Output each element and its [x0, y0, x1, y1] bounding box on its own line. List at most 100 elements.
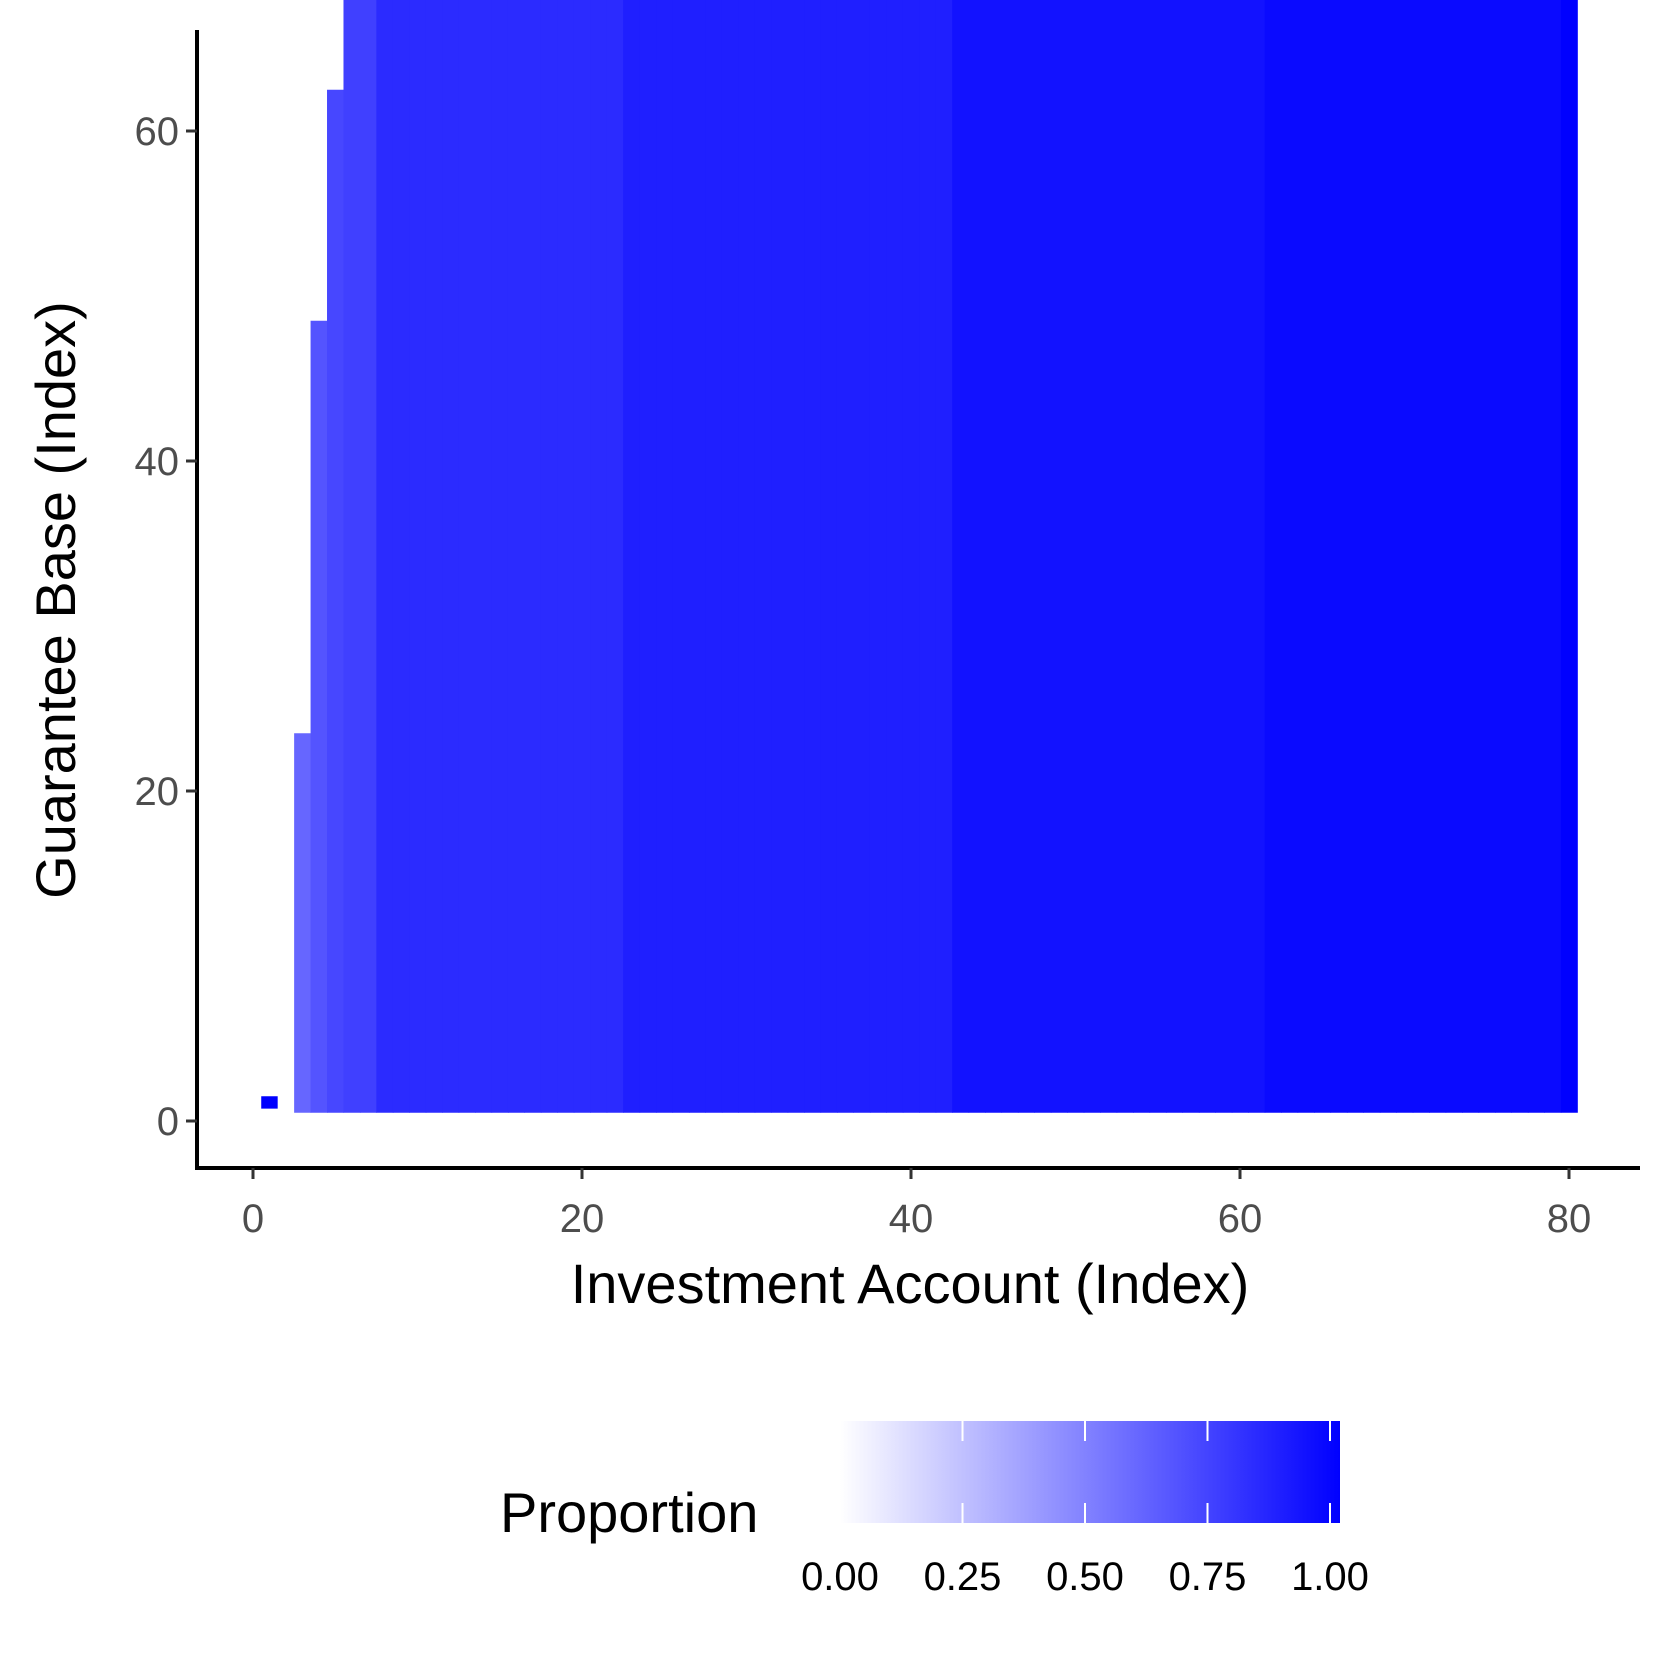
heatmap-cell: [1544, 0, 1562, 1113]
heatmap-cell: [656, 0, 674, 1113]
x-tick-label: 40: [889, 1197, 934, 1241]
heatmap-cell: [902, 0, 920, 1113]
heatmap-cell: [1462, 0, 1480, 1113]
heatmap-cell: [1050, 0, 1068, 1113]
heatmap-cell: [1527, 0, 1545, 1113]
legend-title: Proportion: [500, 1481, 758, 1544]
heatmap-cell: [1560, 0, 1578, 1113]
legend-tick-label: 0.00: [801, 1555, 879, 1599]
heatmap-cell: [590, 0, 608, 1113]
heatmap-cell: [1412, 0, 1430, 1113]
heatmap-cell: [1248, 0, 1266, 1113]
heatmap-cell: [310, 320, 328, 1113]
heatmap-cell: [1017, 0, 1035, 1113]
heatmap-cell: [1396, 0, 1414, 1113]
heatmap-cell: [359, 0, 377, 1113]
heatmap-cell: [1083, 0, 1101, 1113]
legend-tick-label: 0.75: [1169, 1555, 1247, 1599]
legend-ticks: 0.00 0.25 0.50 0.75 1.00: [801, 1421, 1369, 1599]
heatmap-cell: [1330, 0, 1348, 1113]
heatmap-cell: [853, 0, 871, 1113]
heatmap-cell: [1100, 0, 1118, 1113]
heatmap-cell: [1001, 0, 1019, 1113]
heatmap-cells: [261, 0, 1578, 1113]
heatmap-cell: [869, 0, 887, 1113]
heatmap-cell: [1198, 0, 1216, 1113]
heatmap-cell: [491, 0, 509, 1113]
heatmap-cell: [985, 0, 1003, 1113]
heatmap-cell: [507, 0, 526, 1113]
heatmap-cell: [1511, 0, 1529, 1113]
heatmap-cell: [787, 0, 805, 1113]
heatmap-cell: [1314, 0, 1332, 1113]
heatmap-cell: [557, 0, 575, 1113]
x-tick-label: 80: [1547, 1197, 1592, 1241]
heatmap-cell: [919, 0, 937, 1113]
heatmap-cell: [968, 0, 986, 1113]
heatmap-cell: [1297, 0, 1315, 1113]
heatmap-cell: [294, 733, 312, 1113]
heatmap-cell: [688, 0, 706, 1113]
heatmap-cell: [1494, 0, 1513, 1113]
heatmap-cell: [1281, 0, 1299, 1113]
heatmap-cell: [804, 0, 822, 1113]
x-tick-label: 60: [1218, 1197, 1263, 1241]
heatmap-cell: [1165, 0, 1184, 1113]
color-legend: Proportion 0.00 0.25 0.50 0.75 1.00: [500, 1421, 1369, 1599]
heatmap-cell: [1034, 0, 1052, 1113]
legend-tick-label: 1.00: [1291, 1555, 1369, 1599]
heatmap-cell: [721, 0, 739, 1113]
heatmap-cell: [1215, 0, 1233, 1113]
y-tick-label: 0: [157, 1100, 179, 1144]
legend-gradient: [840, 1421, 1340, 1523]
heatmap-cell: [639, 0, 657, 1113]
legend-colorbar: [840, 1421, 1340, 1523]
x-tick-label: 20: [560, 1197, 605, 1241]
legend-tick-label: 0.25: [924, 1555, 1002, 1599]
heatmap-cell: [1067, 0, 1085, 1113]
heatmap-cell: [935, 0, 953, 1113]
heatmap-cell: [343, 0, 361, 1113]
heatmap-cell: [705, 0, 723, 1113]
heatmap-cell: [392, 0, 410, 1113]
heatmap-cell: [1478, 0, 1496, 1113]
heatmap-cell: [606, 0, 624, 1113]
x-axis-title: Investment Account (Index): [571, 1252, 1250, 1315]
heatmap-cell: [573, 0, 591, 1113]
heatmap-cell: [1429, 0, 1447, 1113]
y-tick-label: 20: [135, 770, 180, 814]
heatmap-cell: [1133, 0, 1151, 1113]
heatmap-cell: [458, 0, 476, 1113]
heatmap-cell: [754, 0, 772, 1113]
heatmap-cell: [771, 0, 789, 1113]
y-tick-label: 60: [135, 110, 180, 154]
heatmap-cell: [1149, 0, 1167, 1113]
heatmap-cell: [1445, 0, 1463, 1113]
heatmap-cell: [1116, 0, 1134, 1113]
heatmap-cell: [623, 0, 641, 1113]
y-tick-label: 40: [135, 440, 180, 484]
heatmap-cell: [1346, 0, 1364, 1113]
heatmap-cell-isolated: [261, 1096, 278, 1109]
heatmap-cell: [409, 0, 427, 1113]
x-tick-label: 0: [242, 1197, 264, 1241]
y-axis-title: Guarantee Base (Index): [24, 301, 87, 899]
heatmap-cell: [475, 0, 493, 1113]
heatmap-cell: [1182, 0, 1200, 1113]
heatmap-cell: [820, 0, 838, 1113]
heatmap-cell: [425, 0, 443, 1113]
heatmap-cell: [952, 0, 970, 1113]
heatmap-cell: [738, 0, 756, 1113]
heatmap-cell: [524, 0, 542, 1113]
heatmap-cell: [327, 89, 345, 1113]
legend-tick-label: 0.50: [1046, 1555, 1124, 1599]
heatmap-cell: [1363, 0, 1381, 1113]
x-axis-ticks: 0 20 40 60 80: [242, 1168, 1591, 1241]
heatmap-cell: [1264, 0, 1282, 1113]
heatmap-cell: [1231, 0, 1249, 1113]
heatmap-cell: [442, 0, 460, 1113]
heatmap-cell: [376, 0, 394, 1113]
heatmap-cell: [672, 0, 690, 1113]
